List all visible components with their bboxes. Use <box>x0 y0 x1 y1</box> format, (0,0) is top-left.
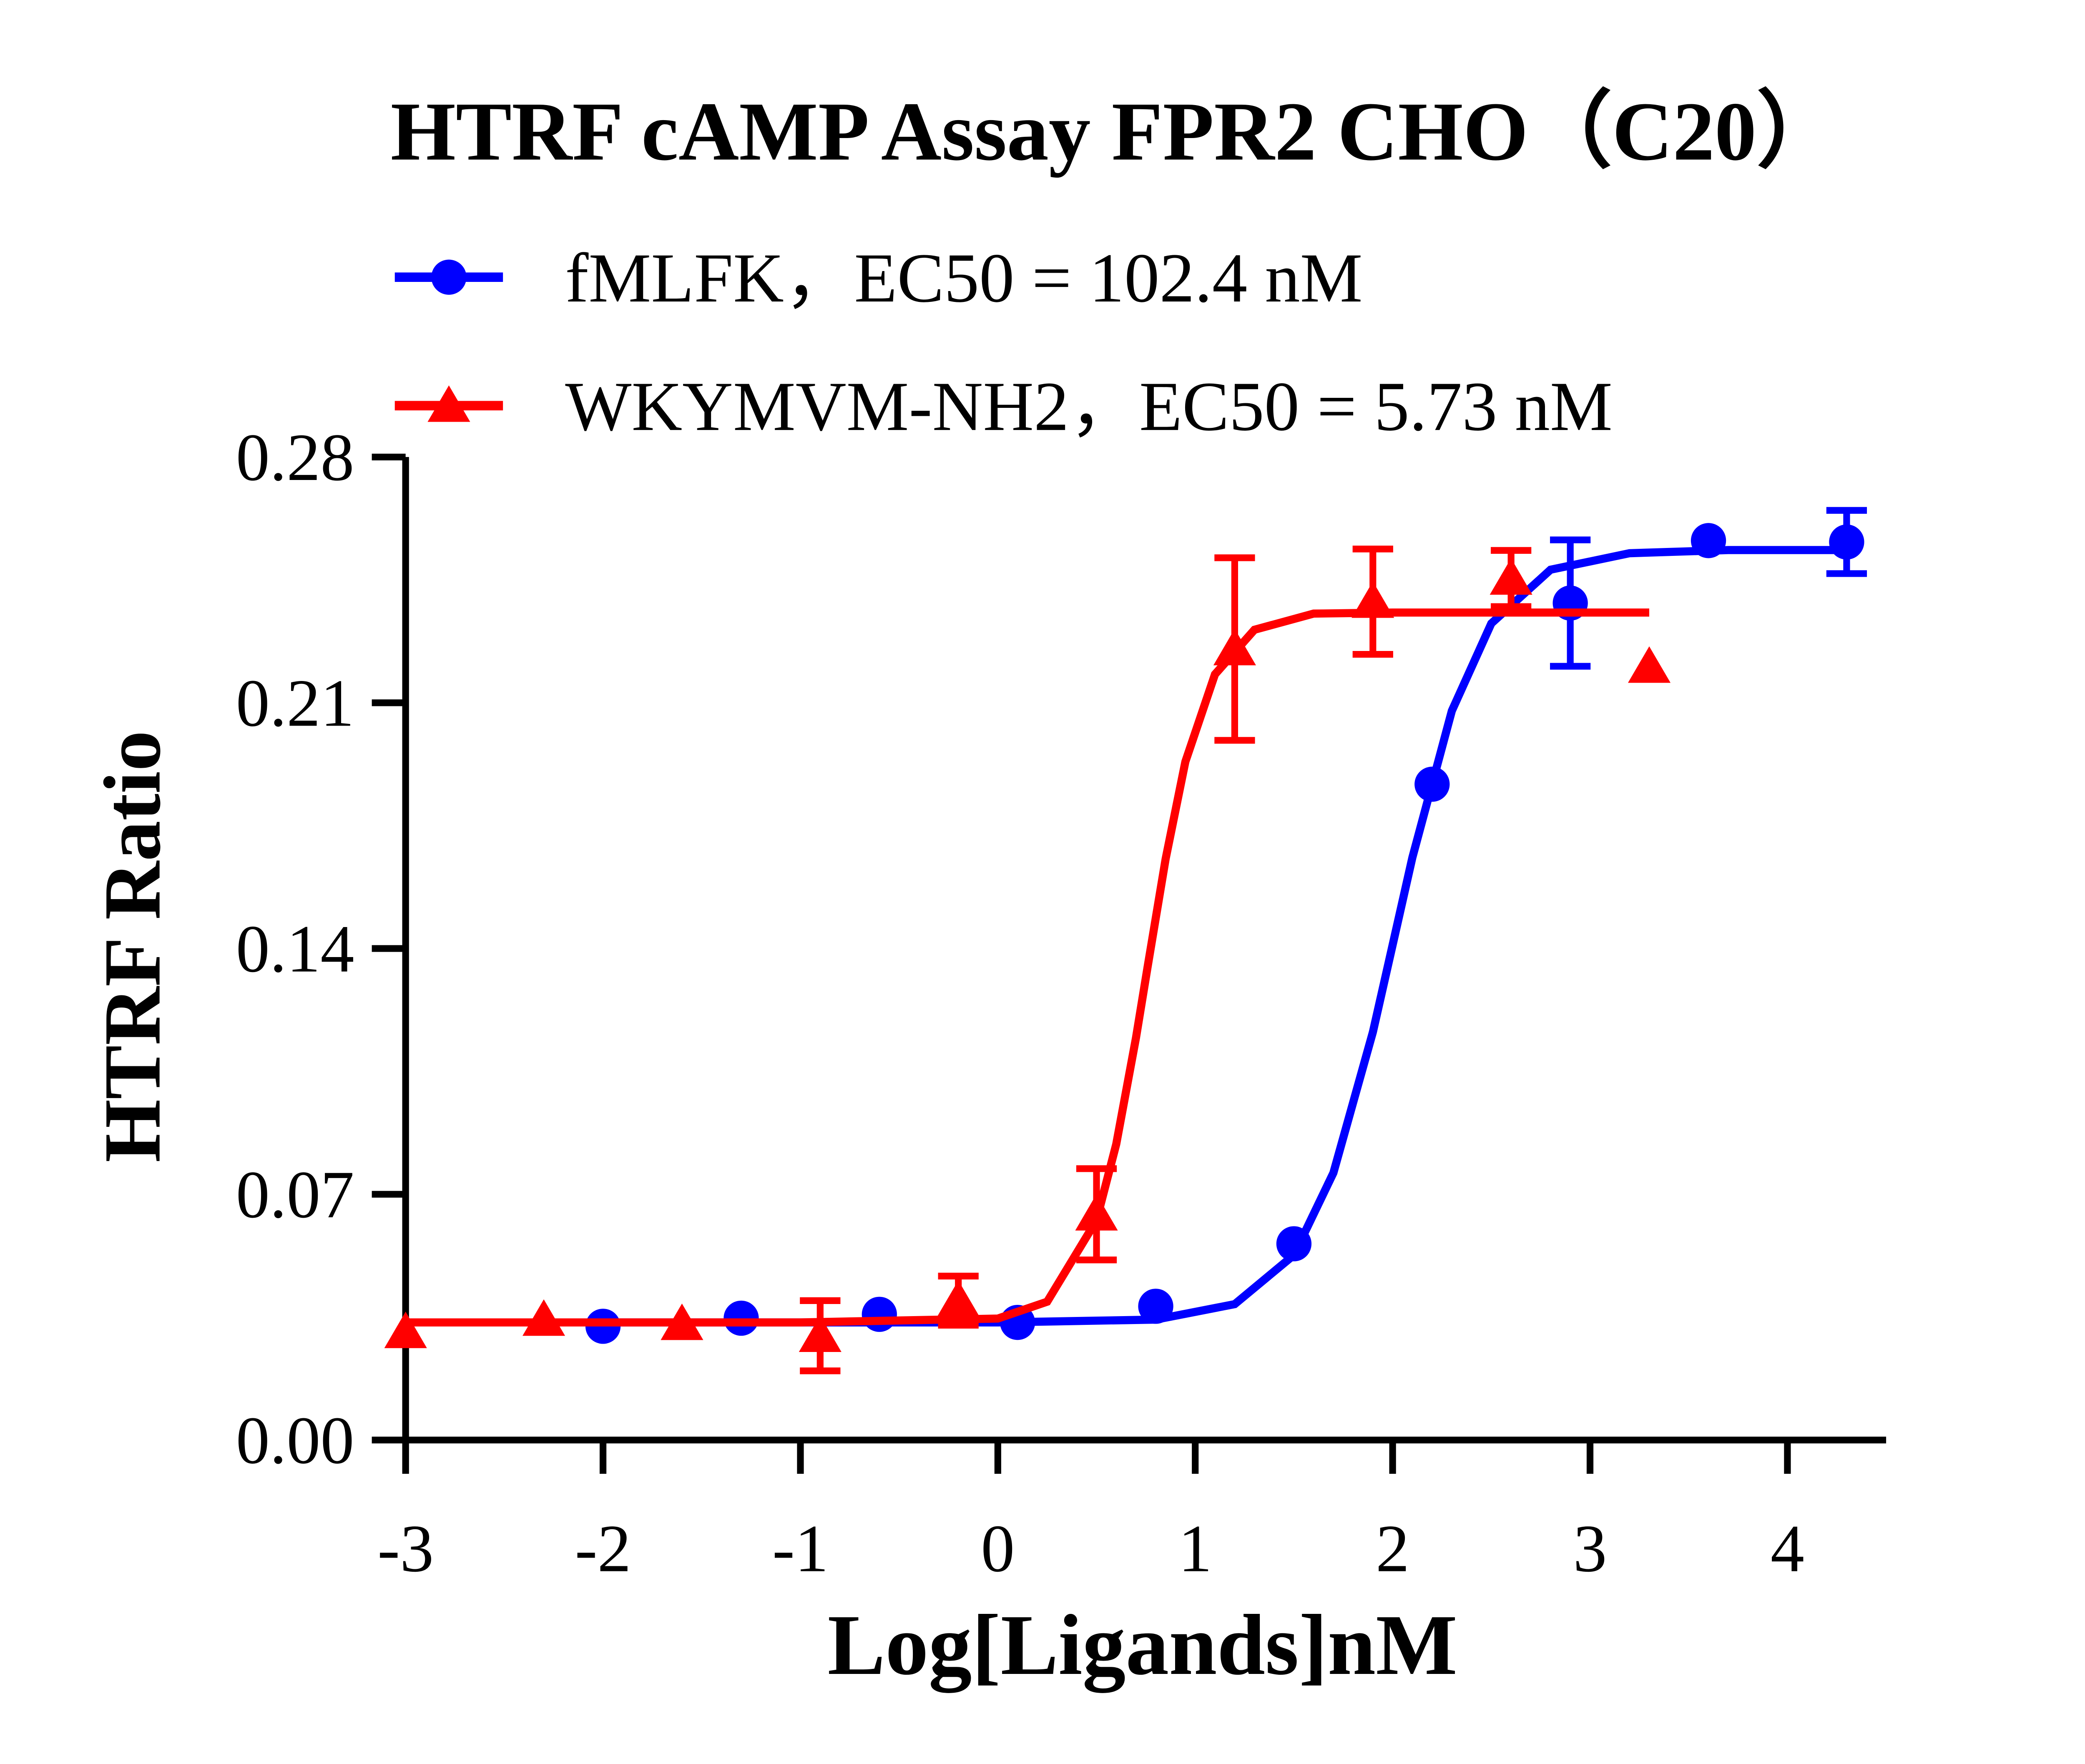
data-point <box>1276 1226 1312 1261</box>
y-axis-label: HTRF Ratio <box>88 731 178 1163</box>
data-point <box>1628 646 1671 683</box>
legend-marker <box>431 259 467 295</box>
x-tick-label: 3 <box>1573 1512 1607 1586</box>
data-point <box>1490 558 1532 595</box>
data-point <box>1414 766 1450 802</box>
data-point <box>661 1303 703 1340</box>
y-tick-label: 0.00 <box>236 1403 354 1478</box>
x-axis-label: Log[Ligands]nM <box>828 1597 1457 1693</box>
chart-title: HTRF cAMP Assay FPR2 CHO（C20） <box>391 85 1841 178</box>
fit-curve <box>603 546 1847 1327</box>
y-tick-label: 0.21 <box>236 666 354 741</box>
data-point <box>1351 581 1394 618</box>
x-tick-label: 4 <box>1771 1512 1804 1586</box>
x-tick-label: -3 <box>377 1512 434 1586</box>
data-point <box>723 1300 759 1336</box>
x-tick-label: 2 <box>1376 1512 1409 1586</box>
y-tick-label: 0.14 <box>236 912 354 987</box>
legend-label: WKYMVM-NH2，EC50 = 5.73 nM <box>565 368 1613 445</box>
x-tick-label: 0 <box>981 1512 1015 1586</box>
data-point <box>937 1280 980 1317</box>
y-tick-label: 0.07 <box>236 1158 354 1232</box>
y-tick-label: 0.28 <box>236 420 354 495</box>
x-tick-label: 1 <box>1178 1512 1212 1586</box>
legend-label: fMLFK，EC50 = 102.4 nM <box>565 239 1362 317</box>
data-point <box>799 1315 842 1352</box>
x-tick-label: -1 <box>772 1512 829 1586</box>
data-point <box>384 1312 427 1348</box>
x-tick-label: -2 <box>575 1512 631 1586</box>
fit-curve <box>405 608 1650 1327</box>
data-point <box>1691 523 1726 558</box>
data-point <box>1213 628 1256 666</box>
data-point <box>523 1299 565 1336</box>
data-point <box>1138 1289 1173 1324</box>
data-point <box>1829 524 1864 560</box>
data-point <box>1075 1194 1118 1231</box>
data-point <box>862 1297 897 1332</box>
legend-marker <box>427 385 470 422</box>
